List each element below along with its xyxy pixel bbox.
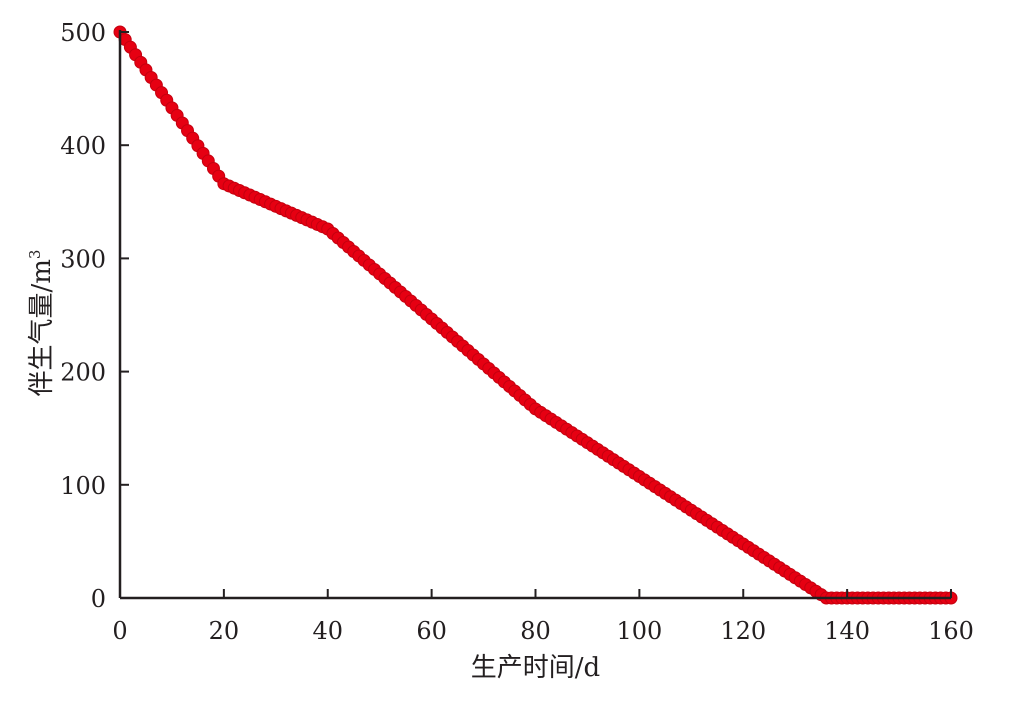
y-axis-title: 伴生气量/m3 xyxy=(26,250,57,397)
data-points xyxy=(113,25,958,605)
x-tick-label: 100 xyxy=(616,617,662,645)
axes xyxy=(118,30,951,600)
x-tick-label: 20 xyxy=(209,617,240,645)
y-tick-label: 100 xyxy=(60,472,106,500)
x-axis-title: 生产时间/d xyxy=(471,653,600,683)
x-tick-label: 40 xyxy=(312,617,343,645)
y-axis-title-text: 伴生气量/m xyxy=(27,259,57,396)
x-tick-label: 60 xyxy=(416,617,447,645)
y-tick-label: 0 xyxy=(91,585,106,613)
x-tick-label: 160 xyxy=(928,617,974,645)
y-tick-label: 300 xyxy=(60,245,106,273)
x-ticks: 0 20 40 60 80 100 120 140 160 xyxy=(112,589,974,645)
y-tick-label: 400 xyxy=(60,132,106,160)
y-tick-label: 500 xyxy=(60,19,106,47)
x-tick-label: 80 xyxy=(520,617,551,645)
x-tick-label: 120 xyxy=(720,617,766,645)
x-tick-label: 0 xyxy=(112,617,127,645)
y-tick-label: 200 xyxy=(60,359,106,387)
y-ticks: 0 100 200 300 400 500 xyxy=(60,19,129,613)
y-axis-title-superscript: 3 xyxy=(26,250,44,260)
x-tick-label: 140 xyxy=(824,617,870,645)
